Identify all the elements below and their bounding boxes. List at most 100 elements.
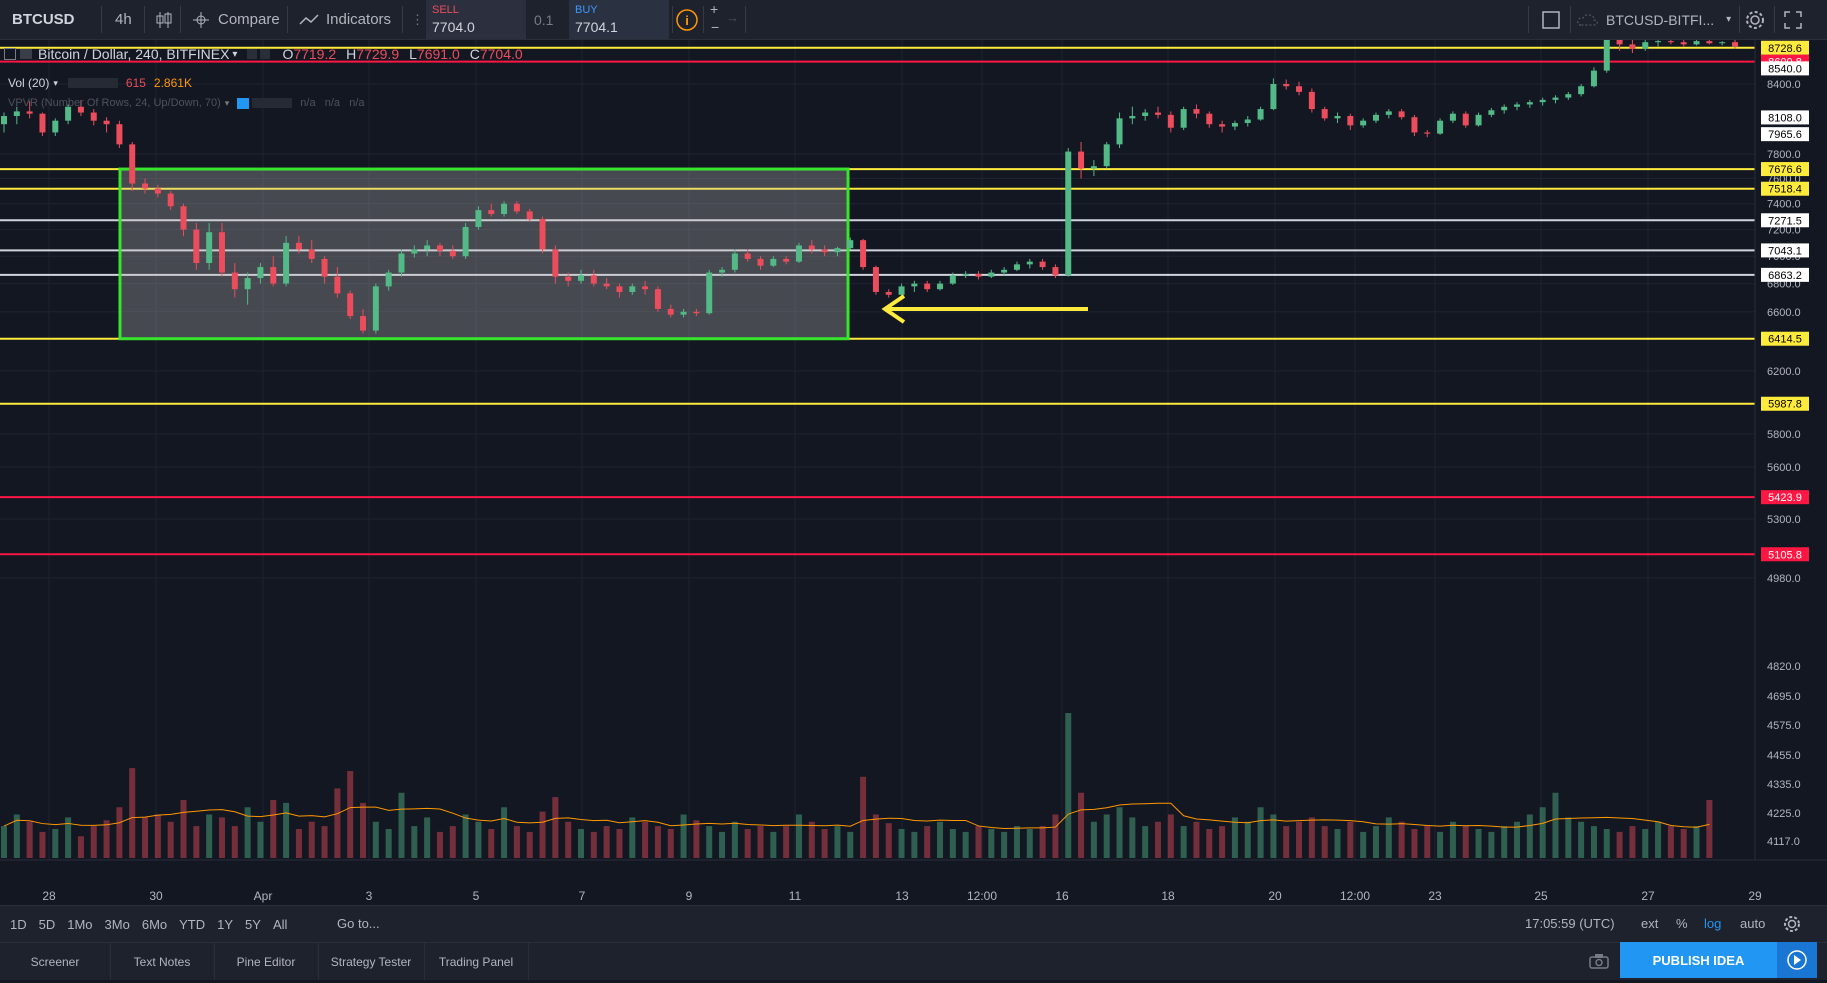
settings-mini-icon[interactable] <box>260 49 271 59</box>
price-label-bg <box>1761 396 1809 411</box>
play-button[interactable] <box>1777 942 1817 978</box>
camera-icon[interactable] <box>1588 952 1610 970</box>
range-button-all[interactable]: All <box>272 916 288 932</box>
candle-body <box>1180 109 1187 128</box>
time-tick: 27 <box>1641 889 1655 903</box>
volume-bar <box>1321 826 1328 858</box>
candle-body <box>885 291 892 295</box>
volume-bar <box>488 829 495 858</box>
candle-body <box>680 311 687 315</box>
range-button-5d[interactable]: 5D <box>38 916 56 932</box>
volume-bar <box>1385 817 1392 858</box>
volume-bar <box>1052 814 1059 858</box>
volume-bar <box>244 807 251 858</box>
publish-idea-button[interactable]: PUBLISH IDEA <box>1620 942 1777 978</box>
range-button-1y[interactable]: 1Y <box>217 916 234 932</box>
eye-icon[interactable] <box>237 97 250 109</box>
candle-body <box>39 113 46 133</box>
volume-bar <box>1270 814 1277 858</box>
range-button-3mo[interactable]: 3Mo <box>104 916 130 932</box>
volume-bar <box>1372 826 1379 858</box>
volume-bar <box>65 817 72 858</box>
compare-button[interactable]: Compare <box>190 0 280 39</box>
range-button-ytd[interactable]: YTD <box>179 916 206 932</box>
settings-button[interactable] <box>1744 0 1766 39</box>
percent-toggle[interactable]: % <box>1676 916 1688 931</box>
series-menu-icon[interactable]: ▾ <box>232 48 238 60</box>
range-button-1mo[interactable]: 1Mo <box>67 916 93 932</box>
candle-body <box>1385 111 1392 115</box>
ext-toggle[interactable]: ext <box>1641 916 1659 931</box>
candle-body <box>26 111 33 114</box>
range-box[interactable] <box>118 167 850 341</box>
series-title[interactable]: Bitcoin / Dollar, 240, BITFINEX <box>38 46 230 62</box>
candle-body <box>1590 70 1597 87</box>
volume-bar <box>642 821 649 858</box>
layout-menu[interactable]: BTCUSD-BITFI... ▾ <box>1576 0 1731 39</box>
candle-body <box>1193 109 1200 114</box>
info-button[interactable]: i <box>675 0 699 39</box>
gear-icon[interactable] <box>1782 914 1802 934</box>
sell-button[interactable]: SELL 7704.0 <box>426 0 526 39</box>
candle-body <box>1013 264 1020 270</box>
range-button-6mo[interactable]: 6Mo <box>141 916 168 932</box>
volume-bar <box>167 821 174 858</box>
candle-body <box>578 275 584 281</box>
high-label: H <box>346 46 357 62</box>
interval-button[interactable]: 4h <box>115 0 132 39</box>
zoom-out-button[interactable]: − <box>711 19 720 35</box>
candle-body <box>539 219 546 250</box>
zoom-in-button[interactable]: + <box>710 1 719 17</box>
tab-text-notes[interactable]: Text Notes <box>110 943 215 980</box>
candle-body <box>924 283 931 290</box>
candle-body <box>1078 151 1085 169</box>
vpvr-title[interactable]: VPVR (Number Of Rows, 24, Up/Down, 70) <box>8 97 221 109</box>
candle-body <box>52 120 59 133</box>
volume-bar <box>308 821 315 858</box>
candle-body <box>1296 86 1303 92</box>
tab-strategy-tester[interactable]: Strategy Tester <box>318 943 425 980</box>
volume-title[interactable]: Vol (20) <box>8 76 50 90</box>
symbol-search[interactable]: BTCUSD <box>12 0 75 39</box>
tab-trading-panel[interactable]: Trading Panel <box>424 943 529 980</box>
time-tick: 28 <box>42 889 56 903</box>
volume-bar <box>218 817 225 858</box>
expand-button[interactable] <box>1783 0 1803 39</box>
log-toggle[interactable]: log <box>1704 916 1722 931</box>
tab-screener[interactable]: Screener <box>0 943 111 980</box>
range-button-5y[interactable]: 5Y <box>245 916 261 932</box>
candle-body <box>937 283 944 290</box>
volume-bar <box>629 817 636 858</box>
close-label: C <box>469 46 480 62</box>
eye-icon[interactable] <box>247 49 258 59</box>
price-chart[interactable]: 8400.07800.07600.07400.07200.07000.06800… <box>0 40 1827 905</box>
buy-button[interactable]: BUY 7704.1 <box>569 0 669 39</box>
volume-menu-icon[interactable]: ▾ <box>53 77 58 88</box>
candle-body <box>1578 86 1585 95</box>
collapse-icon[interactable] <box>4 48 16 60</box>
volume-action-icons[interactable] <box>67 78 118 88</box>
arrow-annotation[interactable] <box>881 294 1088 324</box>
vpvr-menu-icon[interactable]: ▾ <box>224 97 230 108</box>
price-label-bg <box>1761 61 1809 76</box>
volume-bar <box>154 814 161 858</box>
time-tick: 7 <box>579 889 586 903</box>
auto-toggle[interactable]: auto <box>1740 916 1766 931</box>
volume-bar <box>1526 814 1533 858</box>
candle-body <box>462 226 469 257</box>
candle-body <box>808 245 815 250</box>
candle-body <box>142 183 149 189</box>
vpvr-action-icons[interactable] <box>252 98 293 108</box>
goto-button[interactable]: Go to... <box>337 916 380 931</box>
volume-bar <box>1616 831 1623 858</box>
candle-body <box>911 283 918 287</box>
range-button-1d[interactable]: 1D <box>10 916 27 932</box>
price-label-bg <box>1761 267 1809 282</box>
candle-body <box>90 112 97 121</box>
chart-style-button[interactable] <box>155 0 173 39</box>
indicators-button[interactable]: Indicators <box>298 0 391 39</box>
time-axis[interactable] <box>0 860 1755 905</box>
price-axis[interactable] <box>1755 40 1827 860</box>
fullscreen-toggle[interactable] <box>1541 0 1561 39</box>
tab-pine-editor[interactable]: Pine Editor <box>214 943 319 980</box>
